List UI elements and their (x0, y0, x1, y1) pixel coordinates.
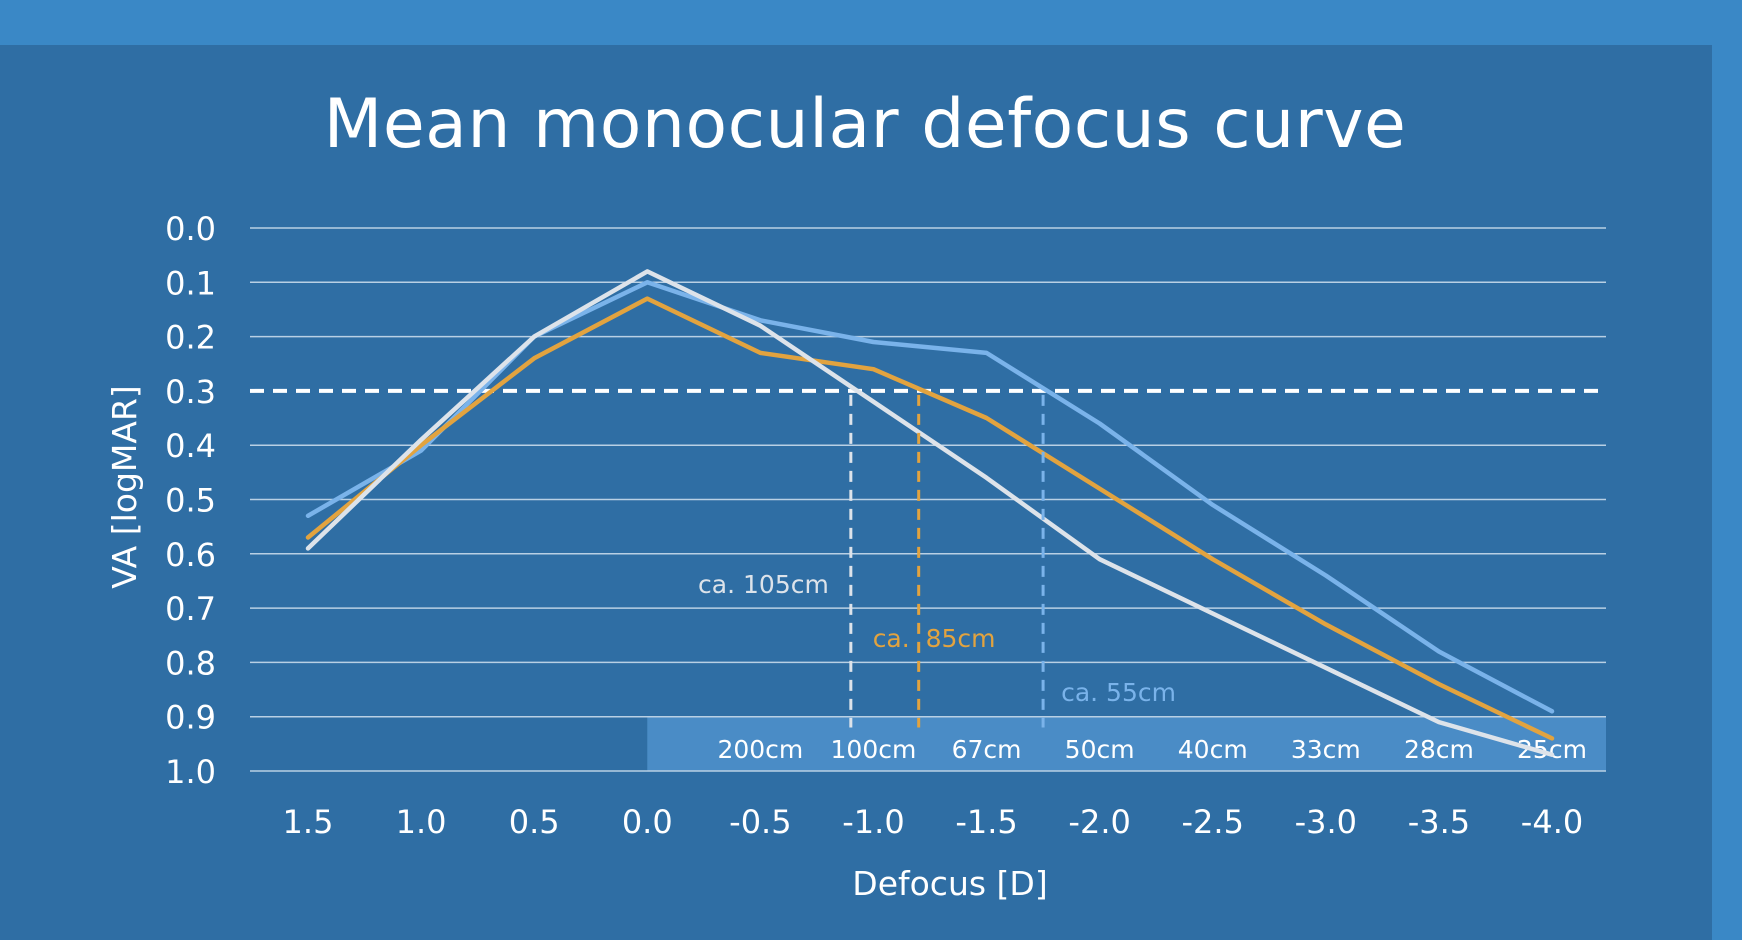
y-tick-label: 0.1 (165, 264, 216, 302)
distance-labels: 200cm 100cm 67cm 50cm 40cm 33cm 28cm 25cm (717, 735, 1587, 764)
x-tick-label: -0.5 (729, 803, 791, 841)
gridlines (250, 227, 1606, 772)
x-tick-label: 1.5 (283, 803, 334, 841)
chart-title: Mean monocular defocus curve (323, 85, 1407, 164)
y-tick-label: 0.4 (165, 427, 216, 465)
slide-background (0, 45, 1712, 940)
y-tick-label: 0.3 (165, 373, 216, 411)
series-layer (305, 269, 1555, 757)
distance-label: 40cm (1178, 735, 1248, 764)
distance-label: 28cm (1404, 735, 1474, 764)
intersection-label: ca. 85cm (873, 624, 996, 653)
y-tick-label: 0.7 (165, 590, 216, 628)
x-axis-label: Defocus [D] (852, 864, 1047, 903)
x-tick-label: -4.0 (1521, 803, 1583, 841)
annotation-layer: ca. 105cm ca. 85cm ca. 55cm (698, 394, 1176, 728)
y-axis-ticks: 0.0 0.1 0.2 0.3 0.4 0.5 0.6 0.7 0.8 0.9 1.0 (165, 210, 216, 791)
x-tick-label: -1.5 (955, 803, 1017, 841)
y-tick-label: 0.6 (165, 536, 216, 574)
series-line (305, 296, 1555, 741)
x-tick-label: -2.0 (1068, 803, 1130, 841)
y-axis-label: VA [logMAR] (105, 385, 144, 589)
distance-label: 100cm (831, 735, 917, 764)
series-line (305, 269, 1555, 757)
y-tick-label: 0.5 (165, 482, 216, 520)
x-tick-label: 0.5 (509, 803, 560, 841)
x-tick-label: 0.0 (622, 803, 673, 841)
y-tick-label: 1.0 (165, 753, 216, 791)
y-tick-label: 0.2 (165, 319, 216, 357)
x-axis-ticks: 1.5 1.0 0.5 0.0 -0.5 -1.0 -1.5 -2.0 -2.5 -3.0 -3.5… (283, 803, 1584, 841)
distance-label: 200cm (717, 735, 803, 764)
x-tick-label: -1.0 (842, 803, 904, 841)
intersection-label: ca. 105cm (698, 570, 829, 599)
y-tick-label: 0.0 (165, 210, 216, 248)
distance-label: 50cm (1065, 735, 1135, 764)
x-tick-label: -3.0 (1295, 803, 1357, 841)
x-tick-label: -2.5 (1182, 803, 1244, 841)
y-tick-label: 0.8 (165, 644, 216, 682)
distance-label: 33cm (1291, 735, 1361, 764)
distance-label: 67cm (952, 735, 1022, 764)
intersection-label: ca. 55cm (1061, 678, 1176, 707)
x-tick-label: 1.0 (396, 803, 447, 841)
y-tick-label: 0.9 (165, 699, 216, 737)
frame-strip (1712, 45, 1742, 940)
x-tick-label: -3.5 (1408, 803, 1470, 841)
